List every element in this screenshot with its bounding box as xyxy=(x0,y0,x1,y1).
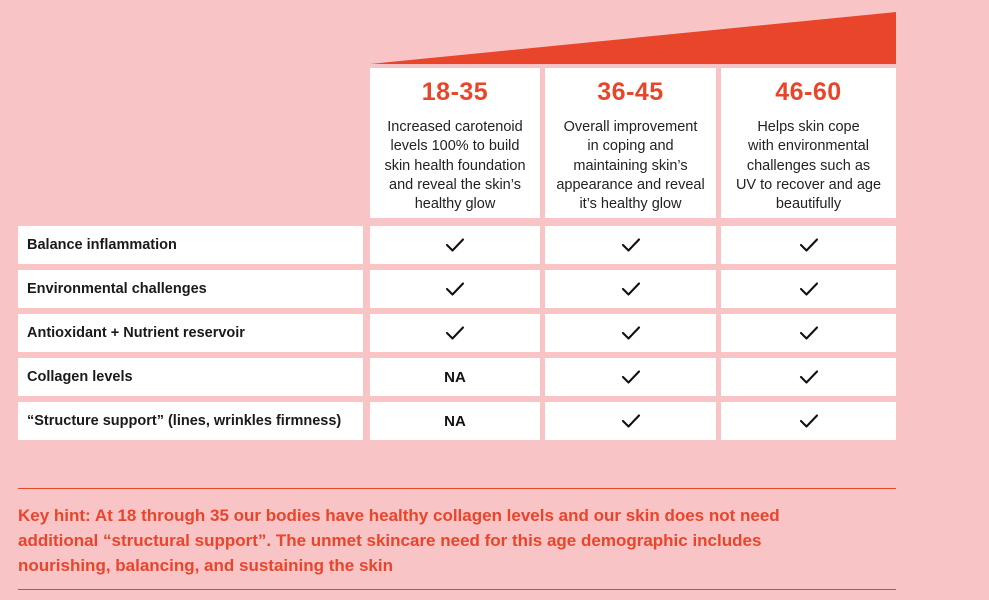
desc-line: with environmental xyxy=(748,138,869,155)
column-description: Helps skin cope with environmental chall… xyxy=(721,118,896,214)
cell-value xyxy=(545,402,716,440)
cell-value: NA xyxy=(370,358,540,396)
cell-value xyxy=(370,226,540,264)
cell-value xyxy=(721,358,896,396)
cell-value xyxy=(721,270,896,308)
hint-bottom-divider xyxy=(18,589,896,590)
checkmark-icon xyxy=(621,326,640,340)
checkmark-icon xyxy=(621,282,640,296)
desc-line: Helps skin cope xyxy=(757,119,860,135)
checkmark-icon xyxy=(799,238,818,252)
desc-line: it’s healthy glow xyxy=(579,196,682,213)
desc-line: challenges such as xyxy=(746,157,871,174)
row-label: “Structure support” (lines, wrinkles fir… xyxy=(18,402,363,440)
cell-value xyxy=(370,270,540,308)
cell-value xyxy=(721,402,896,440)
checkmark-icon xyxy=(621,414,640,428)
checkmark-icon xyxy=(799,414,818,428)
checkmark-icon xyxy=(621,238,640,252)
age-range-label: 46-60 xyxy=(775,78,842,106)
cell-value: NA xyxy=(370,402,540,440)
checkmark-icon xyxy=(445,326,465,340)
row-label: Collagen levels xyxy=(18,358,363,396)
checkmark-icon xyxy=(799,326,818,340)
column-description: Increased carotenoid levels 100% to buil… xyxy=(370,118,540,214)
desc-line: appearance and reveal xyxy=(556,176,705,193)
desc-line: levels 100% to build xyxy=(390,138,520,155)
column-header-18-35: 18-35 Increased carotenoid levels 100% t… xyxy=(370,68,540,218)
desc-line: beautifully xyxy=(775,196,842,213)
checkmark-icon xyxy=(621,370,640,384)
desc-line: UV to recover and age xyxy=(735,176,882,193)
hint-line: nourishing, balancing, and sustaining th… xyxy=(18,556,393,575)
cell-value xyxy=(545,226,716,264)
desc-line: in coping and xyxy=(587,138,674,155)
row-label: Environmental challenges xyxy=(18,270,363,308)
cell-value xyxy=(721,226,896,264)
age-range-label: 36-45 xyxy=(597,78,664,106)
column-header-46-60: 46-60 Helps skin cope with environmental… xyxy=(721,68,896,218)
age-range-label: 18-35 xyxy=(421,78,489,106)
hint-line: Key hint: At 18 through 35 our bodies ha… xyxy=(18,506,780,525)
age-gradient-wedge xyxy=(370,12,896,64)
checkmark-icon xyxy=(445,282,465,296)
desc-line: maintaining skin’s xyxy=(573,157,688,174)
desc-line: healthy glow xyxy=(414,196,496,213)
key-hint: Key hint: At 18 through 35 our bodies ha… xyxy=(18,503,888,578)
checkmark-icon xyxy=(445,238,465,252)
cell-value xyxy=(545,314,716,352)
row-label: Antioxidant + Nutrient reservoir xyxy=(18,314,363,352)
desc-line: Overall improvement xyxy=(563,119,698,135)
desc-line: skin health foundation xyxy=(384,157,526,174)
checkmark-icon xyxy=(799,282,818,296)
desc-line: and reveal the skin’s xyxy=(389,176,521,193)
row-label: Balance inflammation xyxy=(18,226,363,264)
hint-line: additional “structural support”. The unm… xyxy=(18,531,762,550)
cell-value xyxy=(545,358,716,396)
hint-top-divider xyxy=(18,488,896,489)
column-header-36-45: 36-45 Overall improvement in coping and … xyxy=(545,68,716,218)
column-description: Overall improvement in coping and mainta… xyxy=(545,118,716,214)
cell-value xyxy=(545,270,716,308)
cell-value xyxy=(721,314,896,352)
cell-value xyxy=(370,314,540,352)
checkmark-icon xyxy=(799,370,818,384)
desc-line: Increased carotenoid xyxy=(387,119,523,135)
